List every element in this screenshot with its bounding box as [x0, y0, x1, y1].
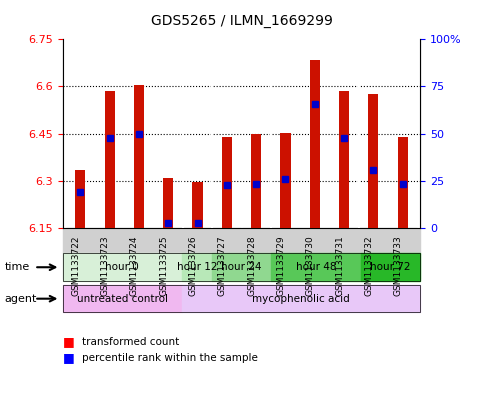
Bar: [222, 137, 232, 228]
Text: hour 72: hour 72: [370, 262, 411, 272]
Bar: [163, 178, 173, 228]
Text: GDS5265 / ILMN_1669299: GDS5265 / ILMN_1669299: [151, 14, 332, 28]
Text: ■: ■: [63, 351, 74, 364]
Bar: [310, 60, 320, 228]
Bar: [251, 134, 261, 228]
Bar: [339, 91, 349, 228]
Text: hour 0: hour 0: [105, 262, 139, 272]
Bar: [104, 91, 115, 228]
Text: hour 24: hour 24: [221, 262, 262, 272]
Bar: [75, 170, 85, 228]
Text: ■: ■: [63, 335, 74, 349]
Text: percentile rank within the sample: percentile rank within the sample: [82, 353, 258, 363]
Bar: [134, 85, 144, 228]
Bar: [368, 94, 379, 228]
Text: time: time: [5, 262, 30, 272]
Bar: [192, 182, 203, 228]
Text: agent: agent: [5, 294, 37, 304]
Text: hour 12: hour 12: [177, 262, 217, 272]
Text: transformed count: transformed count: [82, 337, 179, 347]
Text: untreated control: untreated control: [77, 294, 168, 304]
Text: mycophenolic acid: mycophenolic acid: [252, 294, 350, 304]
Bar: [398, 137, 408, 228]
Bar: [280, 133, 291, 228]
Text: hour 48: hour 48: [296, 262, 336, 272]
